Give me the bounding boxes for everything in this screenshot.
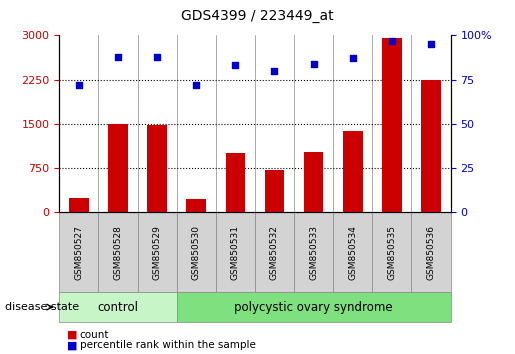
Point [114, 54, 122, 59]
Bar [333, 212, 372, 292]
Point [192, 82, 200, 88]
Bar [69, 198, 89, 212]
Point [310, 61, 318, 67]
Bar [421, 80, 441, 212]
Text: GSM850533: GSM850533 [309, 225, 318, 280]
Text: GSM850529: GSM850529 [152, 225, 162, 280]
Bar [265, 170, 284, 212]
Bar [138, 212, 177, 292]
Text: control: control [97, 301, 139, 314]
Text: ■: ■ [67, 330, 77, 339]
Bar [216, 212, 255, 292]
Text: count: count [80, 330, 109, 339]
Bar [177, 292, 451, 322]
Point [270, 68, 279, 74]
Point [231, 63, 239, 68]
Point [349, 56, 357, 61]
Text: GSM850527: GSM850527 [74, 225, 83, 280]
Text: GSM850536: GSM850536 [426, 225, 436, 280]
Bar [343, 131, 363, 212]
Bar [255, 212, 294, 292]
Point [153, 54, 161, 59]
Text: ■: ■ [67, 340, 77, 350]
Bar [59, 292, 177, 322]
Bar [177, 212, 216, 292]
Text: disease state: disease state [5, 302, 79, 312]
Point [388, 38, 396, 44]
Bar [382, 38, 402, 212]
Bar [304, 152, 323, 212]
Text: GSM850532: GSM850532 [270, 225, 279, 280]
Point [427, 41, 435, 47]
Text: GSM850528: GSM850528 [113, 225, 123, 280]
Bar [226, 153, 245, 212]
Text: percentile rank within the sample: percentile rank within the sample [80, 340, 256, 350]
Bar [372, 212, 411, 292]
Bar [411, 212, 451, 292]
Point [75, 82, 83, 88]
Bar [59, 212, 98, 292]
Bar [98, 212, 138, 292]
Bar [108, 124, 128, 212]
Text: GDS4399 / 223449_at: GDS4399 / 223449_at [181, 9, 334, 23]
Text: GSM850534: GSM850534 [348, 225, 357, 280]
Text: GSM850530: GSM850530 [192, 225, 201, 280]
Bar [147, 125, 167, 212]
Bar [294, 212, 333, 292]
Bar [186, 199, 206, 212]
Text: polycystic ovary syndrome: polycystic ovary syndrome [234, 301, 393, 314]
Text: GSM850535: GSM850535 [387, 225, 397, 280]
Text: GSM850531: GSM850531 [231, 225, 240, 280]
